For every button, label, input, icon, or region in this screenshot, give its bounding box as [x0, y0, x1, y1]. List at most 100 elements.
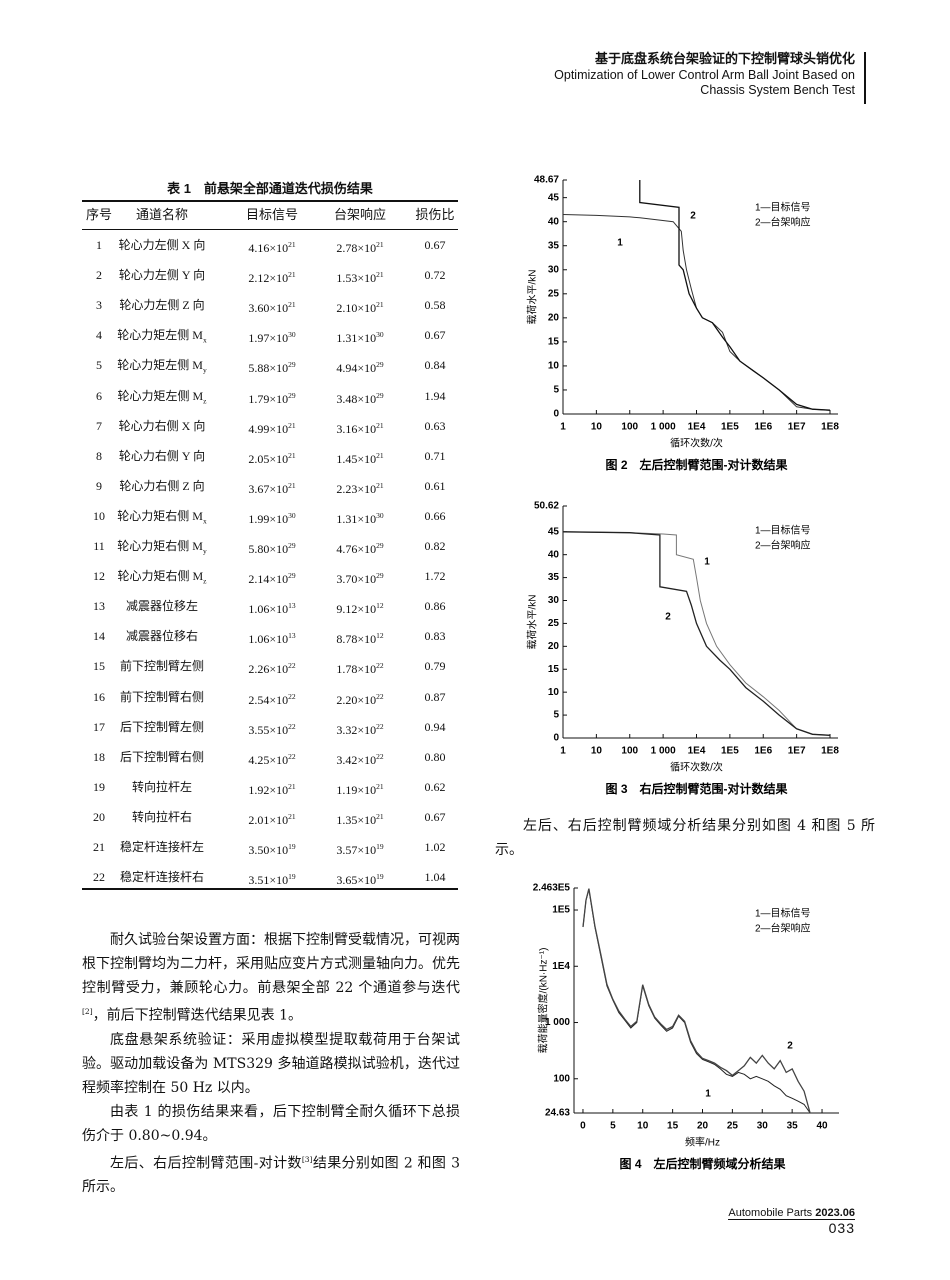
journal: Automobile Parts [728, 1207, 813, 1219]
mantissa: 2.12×10 [248, 271, 289, 286]
curve-label: 1 [704, 557, 710, 568]
legend-entry: 2—台架响应 [755, 539, 811, 552]
x-tick-label: 10 [591, 746, 603, 757]
table-cell: 前下控制臂右侧 [119, 689, 204, 704]
table-cell: 2.01×1021 [222, 802, 322, 832]
subscript: x [202, 335, 207, 345]
exponent: 22 [376, 691, 384, 701]
mantissa: 3.70×10 [336, 572, 377, 587]
x-tick-label: 1E7 [788, 746, 806, 757]
table-cell: 3.50×1019 [222, 832, 322, 862]
column-header: 损伤比 [415, 207, 455, 222]
page-number: 033 [828, 1220, 855, 1236]
table-cell: 0.87 [424, 689, 446, 704]
table-cell: 6 [96, 388, 102, 403]
mantissa: 3.55×10 [248, 722, 289, 737]
mantissa: 4.94×10 [336, 361, 377, 376]
mantissa: 1.78×10 [336, 662, 377, 677]
table-cell: 17 [93, 719, 105, 734]
x-tick-label: 1 000 [651, 422, 676, 433]
exponent: 29 [376, 571, 384, 581]
table-rule [82, 888, 458, 890]
curve-label: 2 [690, 211, 696, 222]
x-tick-label: 30 [757, 1121, 769, 1132]
mantissa: 3.32×10 [336, 722, 377, 737]
mantissa: 4.99×10 [248, 421, 289, 436]
table-cell: 1.19×1021 [312, 772, 408, 802]
table-cell: 0.66 [424, 508, 446, 523]
mantissa: 1.31×10 [336, 511, 377, 526]
exponent: 13 [288, 631, 296, 641]
y-tick-label: 40 [548, 549, 560, 560]
exponent: 19 [376, 842, 384, 851]
paragraph: 左后、右后控制臂频域分析结果分别如图 4 和图 5 所示。 [495, 814, 875, 862]
exponent: 21 [288, 300, 296, 310]
table-cell: 3.51×1019 [222, 862, 322, 892]
exponent: 22 [376, 721, 384, 731]
exponent: 21 [376, 781, 384, 791]
paragraph: 左后、右后控制臂范围-对计数[3]结果分别如图 2 和图 3 所示。 [82, 1148, 460, 1200]
y-tick-label: 45 [548, 526, 560, 537]
y-tick-label: 20 [548, 641, 560, 652]
table-caption: 表 1 前悬架全部通道迭代损伤结果 [167, 181, 373, 196]
y-tick-label: 50.62 [534, 501, 559, 512]
x-axis-label: 循环次数/次 [670, 437, 723, 450]
table-cell: 2.20×1022 [312, 682, 408, 712]
cell-text: 轮心力矩右侧 M [117, 539, 203, 553]
y-tick-label: 1E4 [552, 961, 570, 972]
table-cell: 3.42×1022 [312, 742, 408, 772]
y-tick-label: 10 [548, 361, 560, 372]
table-cell: 16 [93, 689, 105, 704]
subscript: y [202, 365, 207, 375]
table-cell: 2.78×1021 [312, 230, 408, 260]
exponent: 30 [376, 510, 384, 520]
mantissa: 4.76×10 [336, 542, 377, 556]
exponent: 12 [376, 631, 384, 641]
y-tick-label: 35 [548, 240, 560, 251]
table-cell: 1.06×1013 [222, 591, 322, 621]
mantissa: 3.42×10 [336, 752, 377, 767]
table-cell: 0.58 [424, 298, 446, 313]
cell-text: 轮心力矩右侧 M [117, 569, 204, 584]
y-tick-label: 25 [548, 288, 560, 299]
y-axis-label: 载荷能量密度/(kN·Hz⁻¹) [537, 948, 550, 1054]
mantissa: 1.19×10 [336, 782, 377, 797]
table-cell: 5.80×1029 [222, 531, 322, 561]
mantissa: 2.54×10 [248, 692, 289, 707]
exponent: 22 [288, 691, 296, 701]
column-header: 序号 [85, 207, 112, 222]
paragraph: 底盘悬架系统验证：采用虚拟模型提取载荷用于台架试验。驱动加载设备为 MTS329… [82, 1028, 460, 1100]
header-title-cn: 基于底盘系统台架验证的下控制臂球头销优化 [594, 51, 855, 66]
table-cell: 轮心力矩右侧 Mz [110, 561, 214, 591]
exponent: 21 [288, 480, 296, 490]
y-tick-label: 0 [553, 409, 559, 420]
x-tick-label: 1E7 [788, 422, 806, 433]
table-cell: 9.12×1012 [312, 591, 408, 621]
exponent: 19 [288, 872, 296, 882]
table-cell: 22 [93, 870, 105, 885]
mantissa: 3.67×10 [248, 481, 289, 496]
exponent: 22 [288, 661, 296, 671]
table-cell: 后下控制臂左侧 [119, 719, 204, 734]
exponent: 21 [376, 450, 384, 460]
header-title-en: Optimization of Lower Control Arm Ball J… [554, 68, 855, 97]
subscript: z [203, 395, 207, 405]
table-cell: 3.65×1019 [312, 862, 408, 892]
table-cell: 轮心力左侧 Y 向 [118, 268, 206, 283]
table-cell: 轮心力右侧 Z 向 [119, 478, 205, 493]
table-cell: 减震器位移左 [125, 599, 198, 614]
exponent: 13 [288, 601, 296, 611]
y-tick-label: 30 [548, 595, 560, 606]
exponent: 21 [288, 420, 296, 430]
table-cell: 7 [96, 418, 102, 433]
body-column: 耐久试验台架设置方面：根据下控制臂受载情况，可视两根下控制臂均为二力杆，采用贴应… [82, 928, 460, 1199]
table-cell: 后下控制臂右侧 [119, 749, 204, 764]
table-cell: 4.99×1021 [222, 411, 322, 441]
table-cell: 1.35×1021 [312, 802, 408, 832]
table-cell: 1.04 [424, 870, 446, 885]
table-cell: 14 [93, 629, 105, 644]
table-cell: 1.79×1029 [222, 381, 322, 411]
series-line [582, 888, 811, 1114]
table-cell: 1.99×1030 [222, 501, 322, 531]
